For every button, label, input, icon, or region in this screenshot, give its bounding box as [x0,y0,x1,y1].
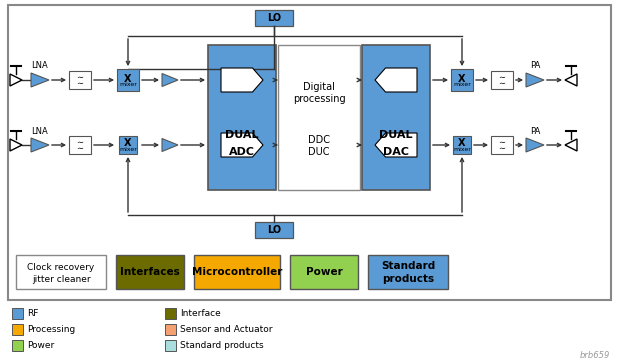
Polygon shape [10,139,22,151]
Bar [116,255,184,289]
Text: ∼: ∼ [499,138,505,147]
Polygon shape [565,74,577,86]
Text: LNA: LNA [32,126,48,135]
Text: X: X [124,73,132,83]
Text: DDC: DDC [308,135,330,145]
Text: PA: PA [530,61,540,70]
Polygon shape [162,139,178,151]
Bar [368,255,448,289]
Bar [12,308,23,319]
Text: mixer: mixer [119,147,137,152]
Text: DUC: DUC [308,147,330,157]
Text: Processing: Processing [27,325,75,334]
Text: LO: LO [267,13,281,23]
Text: Clock recovery: Clock recovery [27,264,94,273]
Text: ∼: ∼ [499,143,505,152]
Bar [119,136,137,154]
Text: Sensor and Actuator: Sensor and Actuator [180,325,273,334]
Bar [8,5,611,300]
Text: DAC: DAC [383,147,409,157]
Bar [451,69,473,91]
Bar [165,324,176,335]
Text: Interface: Interface [180,309,220,318]
Polygon shape [221,68,263,92]
Text: X: X [458,73,466,83]
Text: Standard products: Standard products [180,341,264,350]
Text: mixer: mixer [453,82,471,87]
Text: ∼: ∼ [499,73,505,82]
Text: LO: LO [267,225,281,235]
Bar [208,45,276,190]
Bar [12,324,23,335]
Text: ∼: ∼ [76,143,83,152]
Bar [453,136,471,154]
Bar [194,255,280,289]
Text: Standard: Standard [381,261,435,271]
Text: brb659: brb659 [579,351,610,359]
Polygon shape [375,68,417,92]
Bar [16,255,106,289]
Polygon shape [375,133,417,157]
Text: ∼: ∼ [499,78,505,87]
Text: jitter cleaner: jitter cleaner [32,276,90,285]
Text: X: X [458,139,466,148]
Text: products: products [382,274,434,284]
Bar [491,71,513,89]
Polygon shape [526,138,544,152]
Polygon shape [565,139,577,151]
Text: Power: Power [306,267,342,277]
Text: mixer: mixer [453,147,471,152]
Text: Digital: Digital [303,82,335,92]
Text: ∼: ∼ [76,73,83,82]
Text: Microcontroller: Microcontroller [192,267,282,277]
Polygon shape [31,138,49,152]
Polygon shape [162,73,178,86]
Text: DUAL: DUAL [379,130,413,140]
Bar [165,308,176,319]
Text: Interfaces: Interfaces [120,267,180,277]
Bar [290,255,358,289]
Text: X: X [124,139,132,148]
Bar [69,71,91,89]
Bar [491,136,513,154]
Text: processing: processing [292,94,345,104]
Polygon shape [526,73,544,87]
Text: PA: PA [530,126,540,135]
Text: ADC: ADC [229,147,255,157]
Text: DUAL: DUAL [225,130,259,140]
Bar [362,45,430,190]
Text: RF: RF [27,309,39,318]
Bar [117,69,139,91]
Bar [255,222,293,238]
Text: LNA: LNA [32,61,48,70]
Polygon shape [31,73,49,87]
Bar [255,10,293,26]
Text: ∼: ∼ [76,138,83,147]
Polygon shape [221,133,263,157]
Polygon shape [10,74,22,86]
Text: Power: Power [27,341,54,350]
Text: ∼: ∼ [76,78,83,87]
Bar [12,340,23,351]
Text: mixer: mixer [119,82,137,87]
Bar [69,136,91,154]
Bar [165,340,176,351]
Bar [278,45,360,190]
